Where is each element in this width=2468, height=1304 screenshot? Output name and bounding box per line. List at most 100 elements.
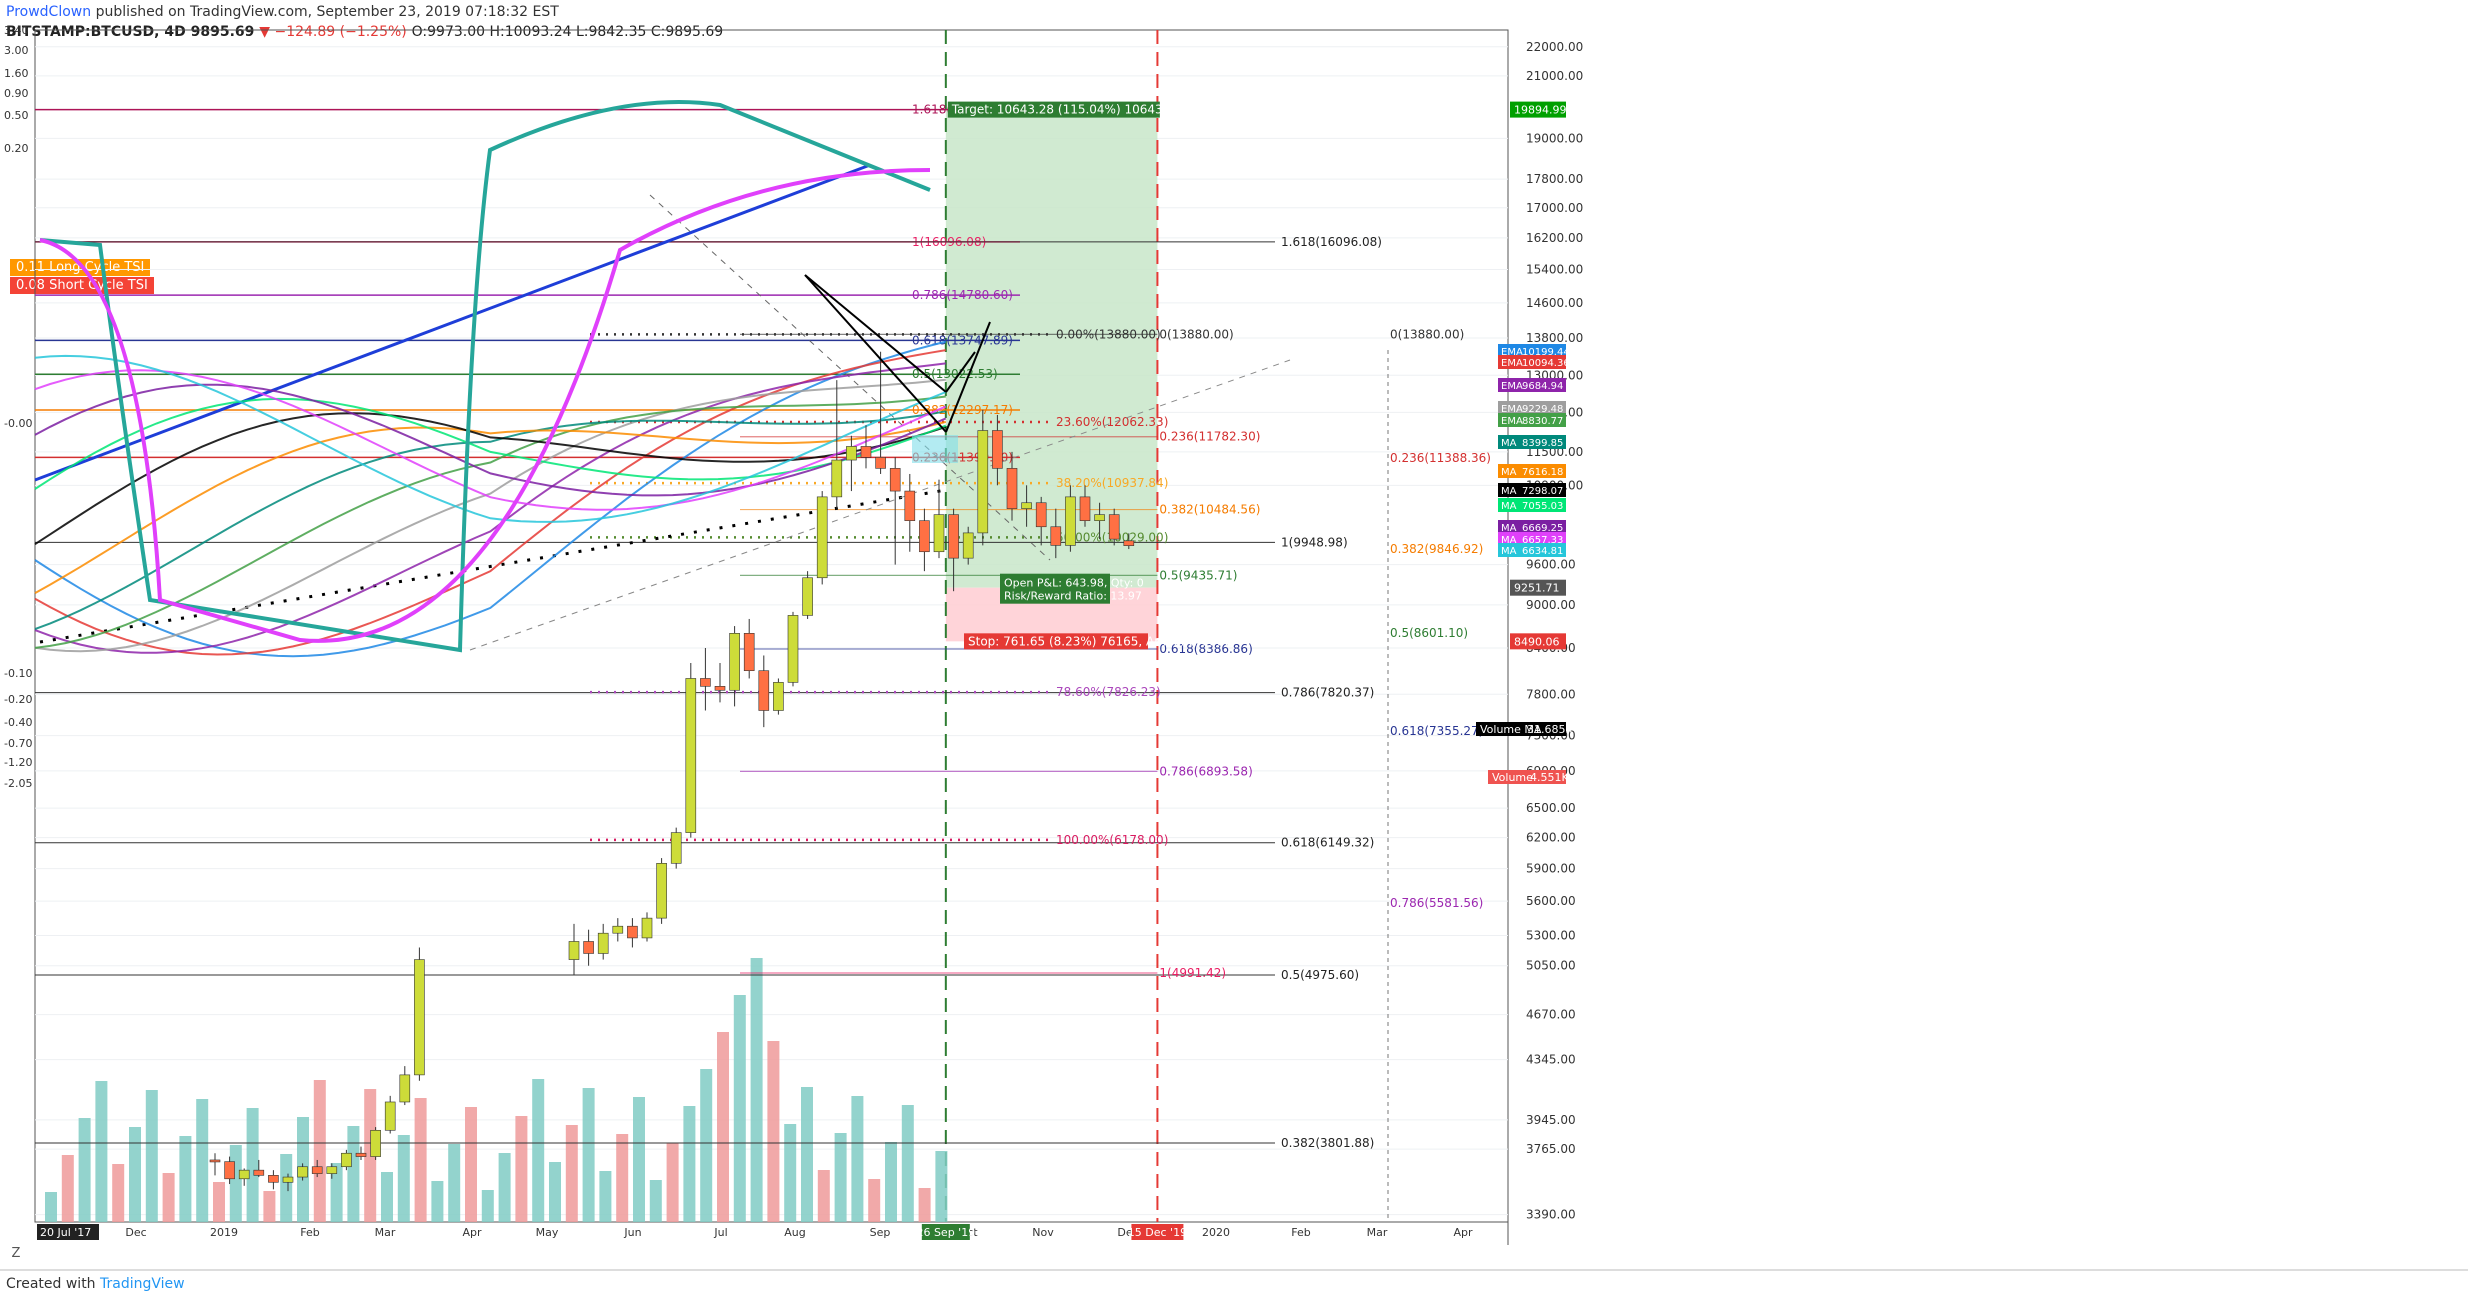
fib-long-label: 1(9948.98) <box>1281 535 1348 549</box>
time-tick-label: 2020 <box>1202 1226 1230 1239</box>
volume-bar <box>834 1133 847 1222</box>
price-tick-label: 4345.00 <box>1526 1053 1576 1067</box>
tsi-legend-short: 0.08 Short Cycle TSI <box>10 277 154 294</box>
ma-tag-name: MA <box>1501 467 1517 478</box>
fib-right-label: 0(13880.00) <box>1159 327 1233 341</box>
dotted-support-line <box>39 488 947 644</box>
moving-average-line <box>34 369 947 511</box>
tsi-tick-label: -2.05 <box>4 777 32 790</box>
volume-bar <box>750 958 763 1222</box>
volume-ma-value: 31.685K <box>1527 723 1573 736</box>
candle-body <box>1035 502 1047 528</box>
candle-body <box>860 446 872 458</box>
tsi-tick-label: -0.70 <box>4 737 32 750</box>
volume-bar <box>246 1108 259 1222</box>
volume-bar <box>112 1164 125 1222</box>
volume-bg <box>1488 770 1566 784</box>
candle-body <box>355 1152 367 1157</box>
author-link[interactable]: ProwdClown <box>6 4 92 20</box>
price-tick-label: 6200.00 <box>1526 831 1576 845</box>
ma-tag-bg <box>1498 483 1566 497</box>
tradingview-brand[interactable]: TradingView <box>100 1276 185 1292</box>
volume-value: 4.551K <box>1530 771 1569 784</box>
tsi-tick-label: 0.20 <box>4 142 29 155</box>
moving-average-line <box>34 420 947 594</box>
candle-body <box>370 1129 381 1157</box>
footer: Created with TradingView <box>6 1276 185 1292</box>
volume-bar <box>767 1041 780 1222</box>
ma-tag-bg <box>1498 401 1566 415</box>
zoom-button[interactable]: Z <box>11 1246 21 1261</box>
candle-body <box>297 1166 308 1178</box>
ma-tag-name: EMA <box>1501 404 1523 415</box>
volume-bar <box>801 1087 813 1222</box>
candle-body <box>399 1074 411 1103</box>
projection-arrow <box>945 351 976 393</box>
volume-bar <box>78 1118 91 1222</box>
price-tick-label: 17800.00 <box>1526 172 1583 186</box>
volume-bar <box>414 1098 427 1222</box>
short-cycle-tsi <box>39 168 931 643</box>
marker-dec-bg <box>1131 1224 1184 1240</box>
fib-right-label: 0.786(6893.58) <box>1159 764 1252 778</box>
candle-body <box>384 1101 396 1131</box>
tsi-tick-label: 0.50 <box>4 109 29 122</box>
fib-retrace-label: 100.00%(6178.00) <box>1056 833 1168 847</box>
ma-tag-name: MA <box>1501 546 1517 557</box>
tsi-tick-label: 3.40 <box>4 24 29 37</box>
candle-body <box>831 459 843 498</box>
price-tick-label: 9000.00 <box>1526 598 1576 612</box>
ma-tag-bg <box>1498 532 1566 546</box>
ma-tag-value: 9684.94 <box>1522 381 1563 392</box>
volume-ma-label: Volume MA <box>1480 723 1542 736</box>
ma-tag-bg <box>1498 435 1566 449</box>
volume-bar <box>565 1125 578 1222</box>
ma-tag-value: 9229.48 <box>1522 404 1563 415</box>
tsi-tick-label: -1.20 <box>4 756 32 769</box>
fib-right-label: 0.236(11782.30) <box>1159 430 1260 444</box>
ma-tag-bg <box>1498 378 1566 392</box>
ma-tag-bg <box>1498 543 1566 557</box>
fib-right-label: 0.618(8386.86) <box>1159 642 1252 656</box>
price-tag: 9251.71 <box>1514 582 1560 595</box>
candle-body <box>685 678 697 833</box>
candle-body <box>977 430 989 534</box>
ma-tag-value: 6669.25 <box>1522 523 1563 534</box>
long-cycle-tsi <box>39 100 931 653</box>
ma-tag-bg <box>1498 464 1566 478</box>
volume-bar <box>145 1090 158 1222</box>
moving-average-line <box>34 354 947 523</box>
tsi-tick-label: -0.00 <box>4 417 32 430</box>
created-with-text: Created with <box>6 1276 96 1292</box>
time-tick-label: Mar <box>375 1226 396 1239</box>
time-tick-label: Jun <box>623 1226 641 1239</box>
volume-label: Volume <box>1492 771 1533 784</box>
candle-body <box>992 430 1003 469</box>
volume-bar <box>498 1153 511 1222</box>
candle-body <box>1079 496 1091 521</box>
volume-bar <box>196 1099 209 1222</box>
ma-tag-name: EMA <box>1501 358 1523 369</box>
time-tick-label: Feb <box>300 1226 319 1239</box>
symbol-label: BITSTAMP:BTCUSD, 4D <box>6 24 186 40</box>
channel-line-2 <box>469 359 1291 651</box>
volume-bar <box>582 1088 595 1222</box>
volume-bar <box>347 1126 360 1222</box>
candle-body <box>612 925 624 934</box>
candle-body <box>729 633 740 691</box>
time-tick-label: 2019 <box>210 1226 238 1239</box>
time-start-bg <box>37 1224 99 1240</box>
price-tag: 8490.06 <box>1514 635 1560 648</box>
volume-bar <box>700 1069 713 1222</box>
moving-average-line <box>34 340 947 658</box>
ma-tag-name: EMA <box>1501 381 1523 392</box>
price-tick-label: 3390.00 <box>1526 1208 1576 1222</box>
candle-body <box>1021 502 1032 509</box>
time-tick-label: Sep <box>870 1226 891 1239</box>
candle-body <box>875 457 886 469</box>
candle-body <box>1108 514 1120 540</box>
price-tick-label: 14600.00 <box>1526 296 1583 310</box>
ma-tag-value: 7298.07 <box>1522 486 1563 497</box>
target-label: Target: 10643.28 (115.04%) 1064328, Amou… <box>951 103 1271 117</box>
